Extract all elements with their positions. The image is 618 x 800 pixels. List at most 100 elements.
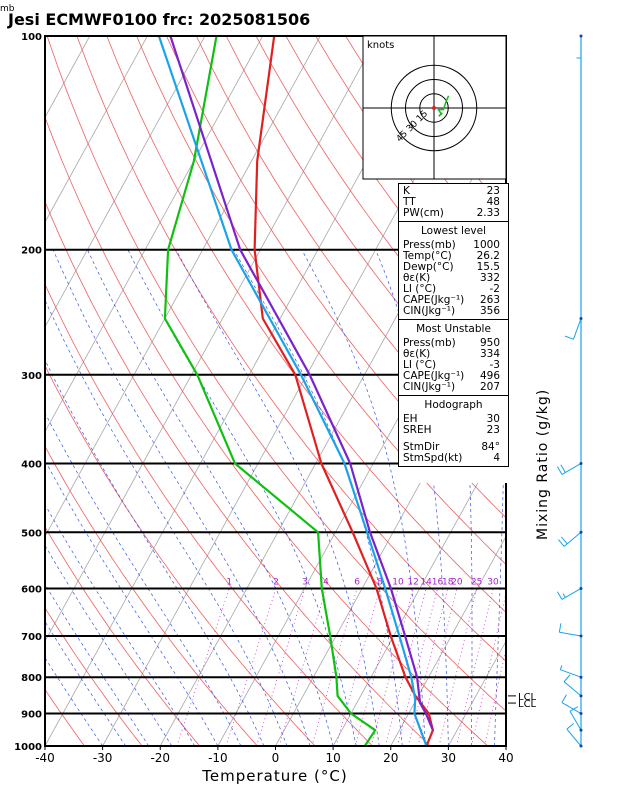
mixing-ratio-label: 1 xyxy=(226,577,232,587)
pressure-axis: 100 200 300 400 500 600 700 800 900 1000 xyxy=(14,32,42,753)
hodograph-ring xyxy=(390,64,478,152)
wind-barb xyxy=(564,317,583,340)
wind-barb-half-flag xyxy=(559,665,563,670)
wind-barb xyxy=(558,623,583,638)
index-value: 48 xyxy=(486,196,500,208)
index-label: TT xyxy=(403,196,416,208)
index-value: 4 xyxy=(493,452,500,464)
mixing-ratio-label: 18 xyxy=(442,577,454,587)
pressure-tick-label: 500 xyxy=(21,528,42,539)
moist-adiabat xyxy=(45,620,126,746)
wind-level-dot xyxy=(579,675,583,679)
index-row: StmSpd(kt) 4 xyxy=(403,453,504,464)
temperature-tick-label: 20 xyxy=(383,751,398,765)
dry-adiabat xyxy=(136,36,506,566)
mixing-ratio-line xyxy=(278,588,327,746)
most-unstable-indices: Most Unstable Press(mb) 950 θε(K) 334 LI (°C… xyxy=(398,319,509,395)
moist-adiabat xyxy=(45,459,219,746)
wind-barb-flag xyxy=(561,694,567,703)
general-indices: K 23 TT 48 PW(cm) 2.33 xyxy=(398,183,509,221)
wind-barb-staff xyxy=(561,463,582,475)
index-row: EH 30 xyxy=(403,414,504,425)
wind-barb xyxy=(557,461,583,475)
pressure-tick-label: 300 xyxy=(21,371,42,382)
dry-adiabat xyxy=(494,36,506,52)
dry-adiabat xyxy=(614,36,618,746)
pressure-tick-label: 200 xyxy=(21,246,42,257)
wind-barb-half-flag xyxy=(562,593,566,598)
index-value: 2.33 xyxy=(476,207,500,219)
mixing-ratio-label: 12 xyxy=(407,577,418,587)
hodograph-title: Hodograph xyxy=(424,399,483,411)
pressure-tick-label: 1000 xyxy=(14,742,42,753)
index-value: 15.5 xyxy=(476,261,500,273)
wind-barb xyxy=(576,34,583,59)
mixing-ratio-label: 30 xyxy=(487,577,499,587)
isotherm xyxy=(45,36,148,223)
mixing-ratio-line xyxy=(471,591,506,746)
index-label: CIN(Jkg⁻¹) xyxy=(403,305,456,317)
wind-barb-staff xyxy=(559,631,582,637)
isotherm xyxy=(45,36,263,433)
index-label: SREH xyxy=(403,424,432,436)
dry-adiabat xyxy=(106,36,506,613)
dry-adiabat xyxy=(45,688,85,746)
index-row: Press(mb) 1000 xyxy=(403,240,504,251)
mixing-ratio-label: 25 xyxy=(471,577,482,587)
wind-barb xyxy=(561,694,583,716)
wind-barb xyxy=(557,530,583,547)
wind-barb-flag xyxy=(557,539,565,547)
index-value: 207 xyxy=(479,381,500,393)
hodograph-unit-label: knots xyxy=(367,40,394,51)
index-row: CIN(Jkg⁻¹) 207 xyxy=(403,382,504,393)
mixing-ratio-line xyxy=(417,588,458,746)
temperature-tick-label: 30 xyxy=(441,751,456,765)
dry-adiabat xyxy=(555,36,618,746)
index-row: CAPE(Jkg⁻¹) 263 xyxy=(403,295,504,306)
index-value: 30 xyxy=(486,413,500,425)
temperature-tick-label: -10 xyxy=(208,751,228,765)
index-row: CIN(Jkg⁻¹) 356 xyxy=(403,306,504,317)
index-value: -2 xyxy=(489,283,500,295)
temperature-tick-label: -20 xyxy=(150,751,170,765)
wind-barb-flag xyxy=(566,722,575,730)
wind-barb-staff xyxy=(560,669,582,678)
index-value: 1000 xyxy=(473,239,500,251)
mixing-ratio-label: 2 xyxy=(273,577,279,587)
wind-level-dot xyxy=(579,728,583,732)
index-value: 26.2 xyxy=(476,250,500,262)
wind-barb-staff xyxy=(561,702,582,714)
hodograph-ring xyxy=(405,79,463,137)
wind-barb-flag xyxy=(563,674,571,683)
temperature-tick-label: 10 xyxy=(325,751,340,765)
wind-barb-staff xyxy=(561,588,582,600)
index-row: PW(cm) 2.33 xyxy=(403,208,504,219)
index-label: LI (°C) xyxy=(403,283,437,295)
index-row: Temp(°C) 26.2 xyxy=(403,251,504,262)
sounding-curves xyxy=(157,36,434,746)
chart-title: Jesi ECMWF0100 frc: 2025081506 xyxy=(7,10,310,29)
wind-level-dot xyxy=(579,530,583,534)
index-row: Press(mb) 950 xyxy=(403,338,504,349)
wind-barb xyxy=(563,674,583,698)
isotherm xyxy=(45,36,321,538)
dry-adiabat xyxy=(76,36,506,662)
index-label: LI (°C) xyxy=(403,359,437,371)
index-label: Temp(°C) xyxy=(403,250,452,262)
lowest-level-title: Lowest level xyxy=(420,225,487,237)
wind-level-dot xyxy=(579,317,583,321)
dry-adiabat xyxy=(45,116,489,746)
index-label: Press(mb) xyxy=(403,337,456,349)
mixing-ratio-label: 10 xyxy=(392,577,404,587)
index-row: TT 48 xyxy=(403,197,504,208)
mixing-ratio-line xyxy=(311,588,358,746)
index-label: StmSpd(kt) xyxy=(403,452,463,464)
dry-adiabat xyxy=(45,200,431,746)
dry-adiabat xyxy=(166,36,506,519)
index-label: θε(K) xyxy=(403,272,431,284)
mixing-ratio-label: 4 xyxy=(323,577,329,587)
mixing-ratio-label: 16 xyxy=(432,577,444,587)
temperature-tick-label: -40 xyxy=(35,751,55,765)
